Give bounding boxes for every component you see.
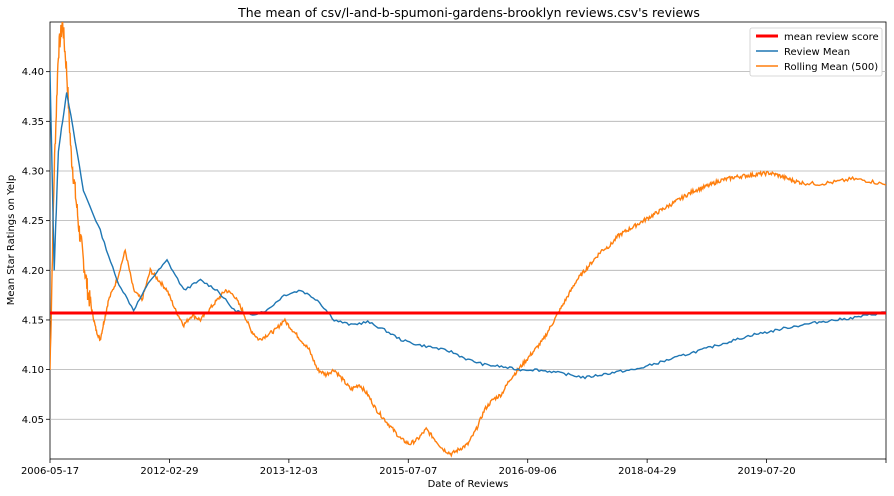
x-axis-ticks: 2006-05-17 2012-02-29 2013-12-03 2015-07-07… bbox=[21, 459, 887, 477]
y-tick-label: 4.30 bbox=[22, 166, 44, 177]
chart-title: The mean of csv/l-and-b-spumoni-gardens-… bbox=[237, 5, 700, 20]
plot-area bbox=[49, 21, 887, 460]
series-line-review-mean bbox=[50, 71, 886, 380]
x-axis-label: Date of Reviews bbox=[428, 479, 509, 490]
y-axis-label: Mean Star Ratings on Yelp bbox=[6, 175, 17, 305]
y-tick-label: 4.10 bbox=[22, 365, 44, 376]
series-line-rolling-mean bbox=[50, 22, 886, 458]
x-tick-label: 2019-07-20 bbox=[738, 466, 796, 477]
y-tick-label: 4.20 bbox=[22, 266, 44, 277]
legend-review-mean: Review Mean bbox=[784, 47, 850, 58]
series-lines bbox=[50, 22, 886, 458]
gridlines bbox=[50, 71, 886, 420]
y-tick-label: 4.15 bbox=[22, 315, 44, 326]
x-tick-label: 2006-05-17 bbox=[21, 466, 79, 477]
x-tick-label: 2013-12-03 bbox=[260, 466, 318, 477]
x-tick-label: 2012-02-29 bbox=[140, 466, 198, 477]
x-tick-label: 2016-09-06 bbox=[499, 466, 557, 477]
y-axis-ticks: 4.05 4.10 4.15 4.20 4.25 4.30 4.35 4.40 bbox=[22, 67, 50, 426]
y-tick-label: 4.35 bbox=[22, 117, 44, 128]
y-tick-label: 4.25 bbox=[22, 216, 44, 227]
x-tick-label: 2018-04-29 bbox=[618, 466, 676, 477]
legend: mean review score Review Mean Rolling Me… bbox=[749, 27, 883, 77]
legend-box bbox=[749, 27, 883, 77]
legend-mean-review-score: mean review score bbox=[784, 32, 879, 43]
y-tick-label: 4.40 bbox=[22, 67, 44, 78]
legend-rolling-mean: Rolling Mean (500) bbox=[784, 62, 878, 73]
x-tick-label: 2015-07-07 bbox=[379, 466, 437, 477]
y-tick-label: 4.05 bbox=[22, 415, 44, 426]
